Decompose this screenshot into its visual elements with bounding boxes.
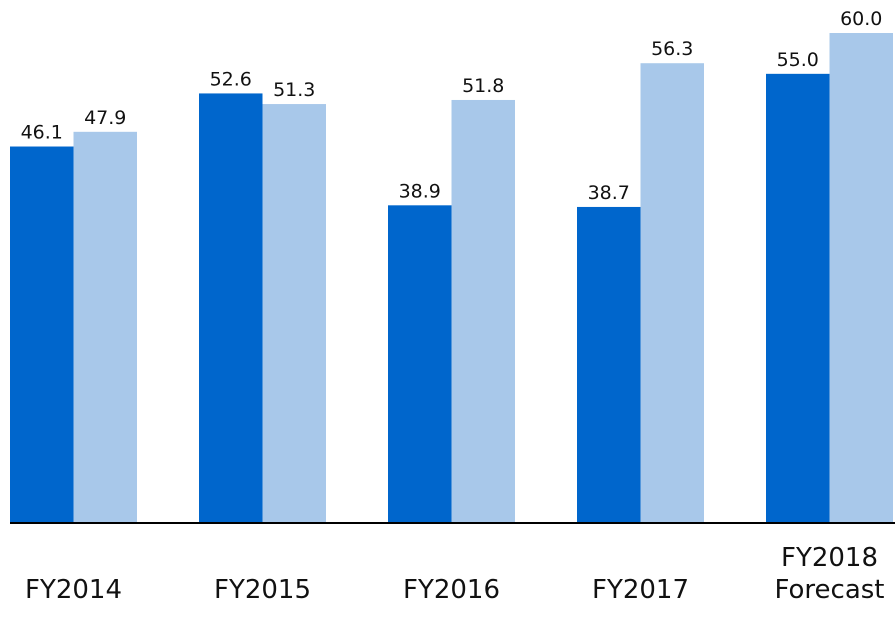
value-label: 38.7 (588, 182, 630, 204)
value-label: 56.3 (651, 38, 693, 60)
x-tick-label: FY2017 (591, 575, 689, 605)
bar (451, 99, 515, 523)
bar (577, 206, 641, 523)
value-label: 51.3 (273, 79, 315, 101)
value-label: 47.9 (84, 107, 126, 129)
value-label: 60.0 (840, 8, 882, 30)
bar (262, 104, 326, 524)
bar (829, 33, 893, 523)
bar (388, 205, 452, 524)
x-tick-label: FY2015 (213, 575, 311, 605)
x-tick-label: FY2016 (402, 575, 500, 605)
bar (640, 63, 704, 523)
bar (10, 146, 74, 523)
bar (199, 93, 263, 523)
bar (766, 73, 830, 523)
bar (73, 131, 137, 524)
value-label: 38.9 (399, 180, 441, 202)
x-tick-label: FY2014 (24, 575, 122, 605)
value-label: 55.0 (777, 49, 819, 71)
value-label: 51.8 (462, 75, 504, 97)
value-label: 52.6 (210, 68, 252, 90)
value-label: 46.1 (21, 122, 63, 144)
x-tick-label: FY2018 Forecast (774, 543, 885, 605)
